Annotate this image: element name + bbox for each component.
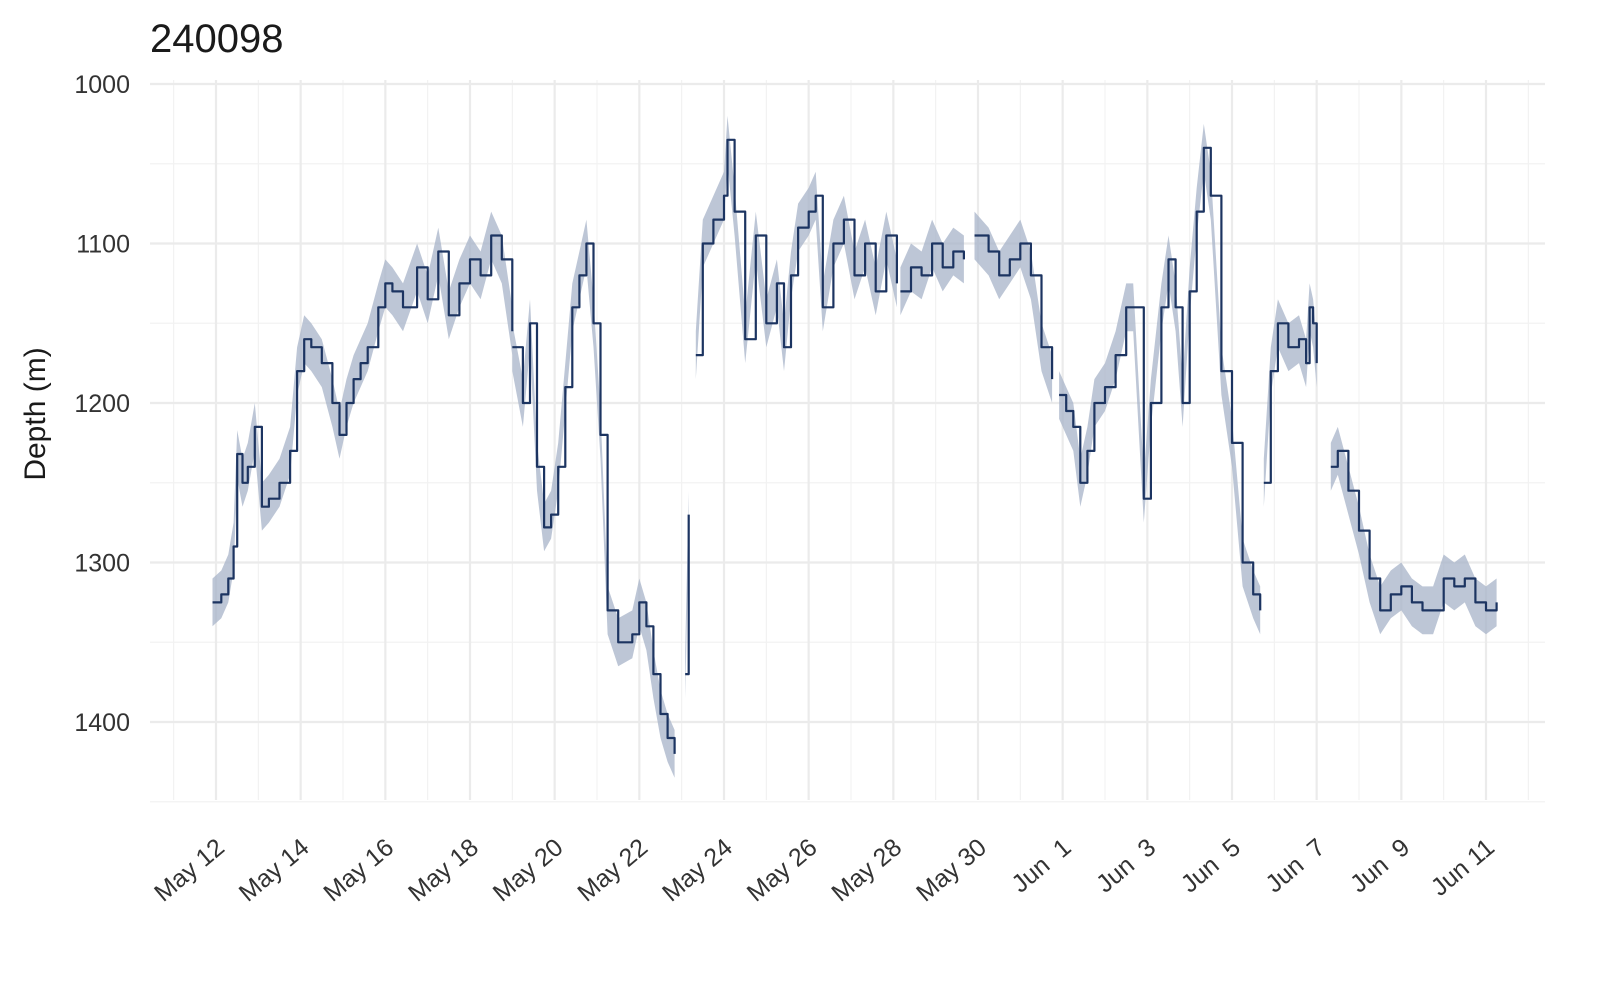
- y-tick-label: 1100: [76, 231, 130, 259]
- x-tick-label: May 30: [911, 833, 992, 907]
- x-tick-labels: May 12 May 14 May 16 May 18 May 20 May 22 May …: [149, 833, 1500, 907]
- uncertainty-band: [1059, 123, 1261, 635]
- y-tick-labels: 1000 1100 1200 1300 1400: [74, 71, 130, 737]
- x-tick-label: Jun 11: [1426, 833, 1500, 902]
- depth-line: [1263, 306, 1318, 484]
- depth-line: [512, 242, 676, 754]
- x-tick-label: May 26: [742, 833, 823, 907]
- y-tick-label: 1400: [74, 709, 130, 737]
- depth-lines: [212, 138, 1498, 754]
- uncertainty-bands: [212, 115, 1497, 778]
- chart-title: 240098: [150, 17, 283, 61]
- x-tick-label: May 24: [657, 833, 738, 907]
- x-tick-label: Jun 3: [1091, 833, 1161, 898]
- x-tick-label: May 12: [149, 833, 230, 907]
- x-tick-label: May 14: [234, 833, 315, 907]
- depth-line: [974, 234, 1054, 380]
- x-tick-label: Jun 9: [1345, 833, 1415, 898]
- x-tick-label: May 28: [826, 833, 907, 907]
- uncertainty-band: [512, 219, 675, 778]
- x-tick-label: May 16: [318, 833, 399, 907]
- depth-line: [1059, 146, 1262, 611]
- uncertainty-band: [695, 115, 897, 380]
- y-tick-label: 1200: [74, 390, 130, 418]
- uncertainty-band: [974, 211, 1053, 403]
- x-tick-label: Jun 7: [1260, 833, 1330, 898]
- depth-line: [685, 514, 690, 676]
- x-tick-label: May 22: [572, 833, 653, 907]
- x-tick-label: Jun 5: [1176, 833, 1246, 898]
- x-tick-label: Jun 1: [1006, 833, 1076, 898]
- x-tick-label: May 18: [403, 833, 484, 907]
- depth-line: [695, 138, 898, 357]
- y-tick-label: 1000: [74, 71, 130, 99]
- minor-grid: [150, 80, 1545, 803]
- y-axis-label: Depth (m): [19, 347, 52, 480]
- x-tick-label: May 20: [488, 833, 569, 907]
- depth-line: [212, 234, 514, 604]
- major-grid: [150, 80, 1545, 800]
- depth-line: [900, 242, 965, 293]
- y-tick-label: 1300: [74, 550, 130, 578]
- depth-line: [1330, 449, 1498, 612]
- uncertainty-band: [212, 211, 513, 627]
